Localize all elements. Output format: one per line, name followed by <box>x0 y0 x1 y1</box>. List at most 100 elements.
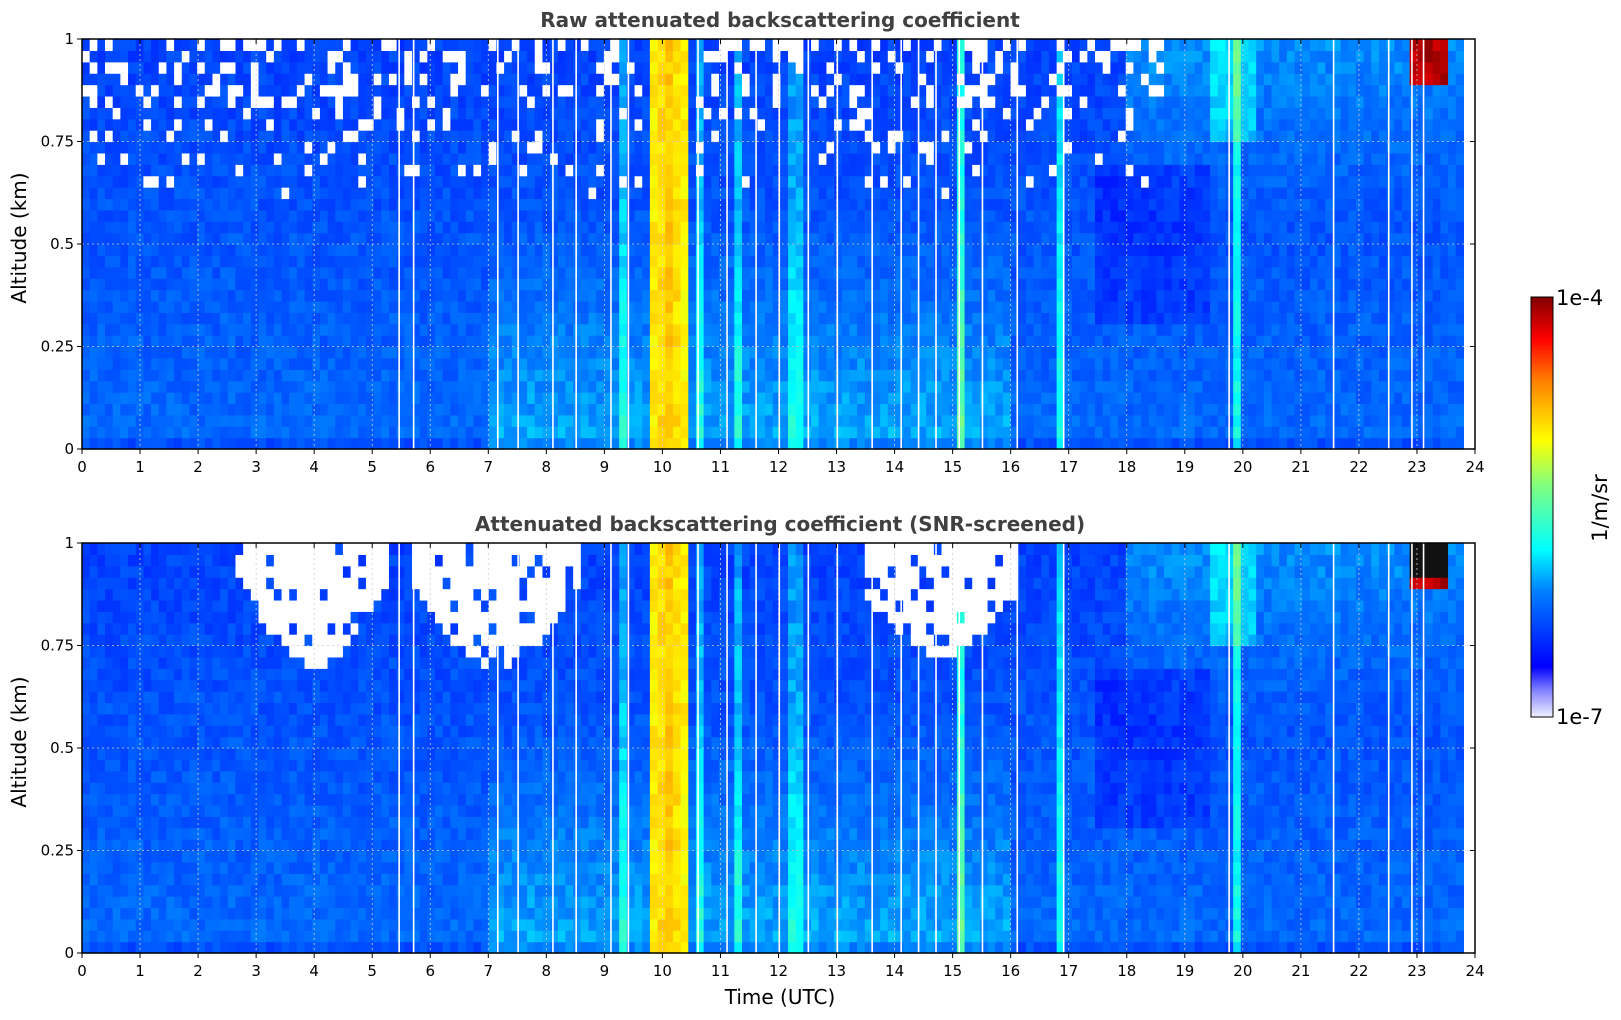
heatmap-cell <box>220 244 229 256</box>
heatmap-cell <box>1018 266 1027 279</box>
heatmap-cell <box>151 61 160 74</box>
heatmap-cell <box>197 357 206 370</box>
heatmap-cell <box>649 175 659 188</box>
heatmap-cell <box>442 187 451 200</box>
heatmap-cell <box>1033 198 1042 211</box>
heatmap-cell <box>504 198 513 211</box>
heatmap-cell <box>273 84 283 97</box>
heatmap-cell <box>626 323 636 336</box>
heatmap-cell <box>189 118 198 131</box>
heatmap-cell <box>1033 187 1042 200</box>
heatmap-cell <box>734 209 743 222</box>
heatmap-cell <box>772 187 781 200</box>
heatmap-cell <box>342 380 352 393</box>
heatmap-cell <box>427 369 436 382</box>
heatmap-cell <box>1133 39 1142 51</box>
heatmap-cell <box>979 209 989 222</box>
heatmap-cell <box>1133 244 1142 256</box>
heatmap-cell <box>358 278 367 291</box>
heatmap-cell <box>864 437 874 450</box>
heatmap-cell <box>511 312 521 325</box>
heatmap-cell <box>1041 61 1050 74</box>
heatmap-cell <box>465 39 474 51</box>
heatmap-cell <box>365 130 375 143</box>
heatmap-cell <box>511 392 521 405</box>
heatmap-cell <box>197 403 206 416</box>
heatmap-cell <box>335 426 344 439</box>
heatmap-cell <box>1041 323 1050 336</box>
heatmap-cell <box>573 369 582 382</box>
heatmap-cell <box>933 61 943 74</box>
heatmap-cell <box>626 95 636 108</box>
heatmap-cell <box>841 118 851 131</box>
heatmap-cell <box>1048 95 1058 108</box>
heatmap-cell <box>1133 232 1142 245</box>
heatmap-cell <box>89 118 98 131</box>
heatmap-cell <box>1025 232 1035 245</box>
heatmap-cell <box>765 221 774 234</box>
heatmap-cell <box>250 323 260 336</box>
heatmap-cell <box>1095 141 1104 154</box>
heatmap-cell <box>834 152 843 165</box>
heatmap-cell <box>649 73 659 86</box>
heatmap-cell <box>442 403 451 416</box>
heatmap-cell <box>419 266 428 279</box>
heatmap-cell <box>849 73 858 86</box>
heatmap-cell <box>358 232 367 245</box>
heatmap-cell <box>488 323 498 336</box>
heatmap-cell <box>642 437 651 450</box>
heatmap-cell <box>1010 289 1019 302</box>
heatmap-cell <box>1118 392 1127 405</box>
heatmap-cell <box>573 357 582 370</box>
heatmap-cell <box>120 107 129 120</box>
heatmap-cell <box>1018 95 1027 108</box>
heatmap-cell <box>956 426 966 439</box>
heatmap-cell <box>1087 369 1096 382</box>
heatmap-cell <box>857 312 866 325</box>
heatmap-cell <box>166 84 175 97</box>
heatmap-cell <box>657 414 666 427</box>
heatmap-cell <box>841 289 851 302</box>
heatmap-cell <box>435 175 444 188</box>
heatmap-cell <box>995 312 1004 325</box>
heatmap-cell <box>181 403 191 416</box>
heatmap-cell <box>765 209 774 222</box>
heatmap-cell <box>458 141 467 154</box>
heatmap-cell <box>227 84 237 97</box>
heatmap-cell <box>964 255 973 268</box>
heatmap-cell <box>435 152 444 165</box>
heatmap-cell <box>312 414 321 427</box>
heatmap-cell <box>834 50 843 63</box>
heatmap-cell <box>342 61 352 74</box>
heatmap-cell <box>880 187 889 200</box>
heatmap-cell <box>511 61 521 74</box>
heatmap-cell <box>795 73 804 86</box>
heatmap-cell <box>488 369 498 382</box>
heatmap-cell <box>788 403 797 416</box>
heatmap-cell <box>834 209 843 222</box>
heatmap-cell <box>603 255 613 268</box>
heatmap-cell <box>956 164 966 177</box>
heatmap-cell <box>82 141 91 154</box>
heatmap-cell <box>151 403 160 416</box>
heatmap-cell <box>834 175 843 188</box>
heatmap-cell <box>381 244 390 256</box>
heatmap-cell <box>642 426 651 439</box>
heatmap-cell <box>527 198 536 211</box>
heatmap-cell <box>388 73 398 86</box>
heatmap-cell <box>580 84 590 97</box>
heatmap-cell <box>450 95 459 108</box>
heatmap-cell <box>365 61 375 74</box>
heatmap-cell <box>657 95 666 108</box>
heatmap-cell <box>197 392 206 405</box>
heatmap-cell <box>757 266 766 279</box>
heatmap-cell <box>128 152 137 165</box>
heatmap-cell <box>519 73 528 86</box>
heatmap-cell <box>557 164 567 177</box>
heatmap-cell <box>596 323 605 336</box>
heatmap-cell <box>941 141 950 154</box>
heatmap-cell <box>780 130 789 143</box>
heatmap-cell <box>765 289 774 302</box>
heatmap-cell <box>1125 73 1134 86</box>
heatmap-cell <box>319 426 329 439</box>
